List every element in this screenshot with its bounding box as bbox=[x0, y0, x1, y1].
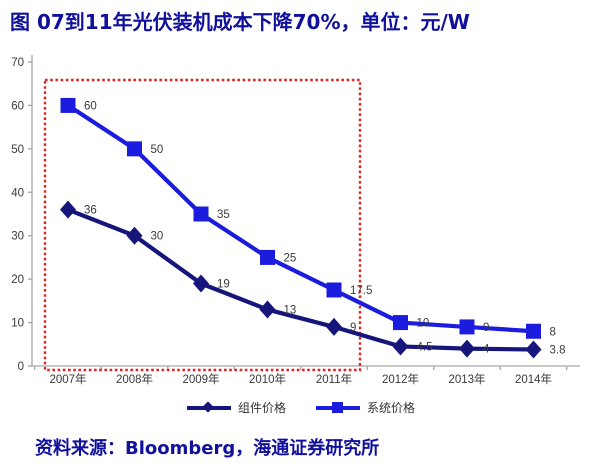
x-category-label: 2013年 bbox=[448, 372, 485, 386]
data-label: 36 bbox=[84, 205, 97, 217]
legend-label-system-price: 系统价格 bbox=[367, 401, 416, 415]
data-point-square bbox=[60, 97, 76, 113]
data-point-square bbox=[526, 323, 541, 339]
x-category-label: 2008年 bbox=[116, 372, 153, 386]
data-point-square bbox=[393, 315, 408, 331]
data-point-diamond bbox=[193, 274, 209, 293]
data-point-square bbox=[260, 249, 275, 265]
series-line-component bbox=[67, 207, 534, 352]
data-label: 25 bbox=[284, 252, 297, 264]
data-point-square bbox=[459, 319, 475, 335]
x-category-label: 2009年 bbox=[182, 372, 219, 386]
data-point-square bbox=[326, 282, 342, 298]
data-label: 17.5 bbox=[350, 285, 372, 297]
data-point-square bbox=[193, 206, 209, 222]
data-label: 3.8 bbox=[550, 344, 566, 356]
data-label: 60 bbox=[84, 100, 97, 112]
y-tick-label: 10 bbox=[11, 318, 24, 330]
y-tick-label: 0 bbox=[18, 361, 24, 373]
figure-title: 图 07到11年光伏装机成本下降70%，单位：元/W bbox=[10, 10, 470, 34]
component-price-line-swatch bbox=[186, 400, 231, 413]
data-point-diamond bbox=[326, 317, 342, 336]
data-point-diamond bbox=[259, 300, 276, 319]
data-label: 8 bbox=[550, 326, 556, 338]
data-source: 资料来源：Bloomberg，海通证券研究所 bbox=[35, 438, 380, 459]
data-label: 9 bbox=[350, 322, 356, 334]
system-price-line-swatch bbox=[316, 401, 360, 413]
line-chart: 0 10 20 30 40 50 60 70 2007年 2008年 2009年 2010年 2011年… bbox=[11, 55, 580, 386]
series-line-system bbox=[66, 103, 534, 334]
x-category-label: 2014年 bbox=[515, 372, 552, 386]
y-tick-label: 20 bbox=[11, 274, 24, 286]
data-point-diamond bbox=[392, 337, 409, 356]
data-label: 9 bbox=[483, 322, 489, 334]
square-marker-icon bbox=[332, 401, 343, 413]
diamond-marker-icon bbox=[202, 400, 214, 413]
data-label: 19 bbox=[217, 278, 230, 290]
y-tick-label: 40 bbox=[11, 187, 24, 199]
x-category-label: 2007年 bbox=[49, 372, 86, 386]
y-tick-label: 50 bbox=[11, 144, 24, 156]
data-point-diamond bbox=[126, 226, 143, 245]
legend-item-component-price[interactable]: 组件价格 bbox=[186, 399, 286, 416]
data-point-diamond bbox=[459, 339, 475, 358]
data-label: 10 bbox=[417, 318, 430, 330]
data-point-diamond bbox=[525, 340, 542, 359]
chart-legend: 组件价格 系统价格 bbox=[0, 399, 602, 416]
data-point-diamond bbox=[60, 200, 76, 219]
legend-label-component-price: 组件价格 bbox=[237, 401, 286, 415]
data-label: 4.5 bbox=[417, 341, 433, 353]
x-category-label: 2012年 bbox=[382, 372, 419, 386]
data-label: 30 bbox=[151, 231, 164, 243]
data-label: 4 bbox=[483, 344, 490, 356]
highlight-box bbox=[43, 78, 362, 372]
data-point-square bbox=[127, 141, 142, 157]
x-category-label: 2010年 bbox=[249, 372, 286, 386]
y-tick-label: 30 bbox=[11, 231, 24, 243]
y-tick-label: 70 bbox=[11, 57, 24, 69]
data-label: 35 bbox=[217, 209, 230, 221]
legend-item-system-price[interactable]: 系统价格 bbox=[316, 399, 415, 416]
y-tick-label: 60 bbox=[11, 100, 24, 112]
data-label: 50 bbox=[151, 144, 164, 156]
data-label: 13 bbox=[284, 305, 297, 317]
x-category-label: 2011年 bbox=[316, 372, 352, 386]
